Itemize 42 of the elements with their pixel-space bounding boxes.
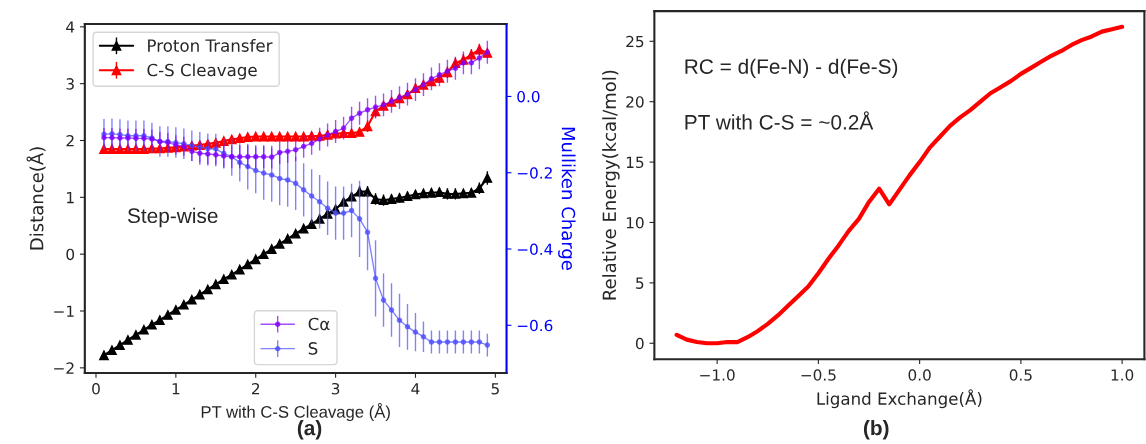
text: (a) [297, 420, 322, 440]
x-tick-label: −1.0 [700, 369, 735, 381]
x-tick-label: 4 [411, 383, 420, 395]
legend-label: S [308, 342, 318, 355]
x-tick-label: 0.5 [1009, 369, 1032, 381]
y-tick-label: 10 [626, 216, 644, 229]
y2-tick-label: −0.2 [517, 167, 552, 179]
x-axis-title: Ligand Exchange(Å) [817, 389, 982, 409]
y-tick-label: 1 [67, 192, 74, 204]
y-tick-label: −2 [54, 362, 74, 374]
y-tick-label: 3 [66, 78, 74, 90]
x-tick-label: 3 [331, 382, 340, 395]
y-tick-label: 20 [626, 96, 644, 108]
y-tick-label: 5 [636, 277, 644, 289]
x-tick-label: 0 [92, 382, 100, 395]
y-tick-label: 4 [66, 21, 75, 33]
y2-axis-title: Mulliken Charge [558, 127, 576, 270]
annotation: RC = d(Fe-N) - d(Fe-S) [685, 58, 898, 79]
x-axis-title: PT with C-S Cleavage (Å) [201, 403, 390, 422]
y2-tick-label: 0.0 [517, 90, 540, 103]
legend-label: C-S Cleavage [147, 63, 257, 80]
y-axis-title: Distance(Å) [26, 147, 46, 250]
x-tick-label: 5 [491, 383, 499, 395]
y-tick-label: 25 [626, 35, 644, 48]
legend-label: Cα [308, 317, 330, 331]
y-tick-label: 0 [66, 248, 75, 261]
x-tick-label: −0.5 [801, 369, 836, 381]
annotation: PT with C-S = ~0.2Å [685, 111, 874, 130]
y-tick-label: −1 [54, 305, 74, 317]
x-tick-label: 0.0 [908, 369, 931, 381]
x-tick-label: 1 [172, 383, 180, 395]
x-tick-label: 1.0 [1111, 369, 1134, 381]
y-tick-label: 2 [66, 134, 74, 147]
legend-label: Proton Transfer [148, 38, 273, 52]
text: (b) [863, 420, 889, 440]
y-tick-label: 15 [626, 156, 644, 169]
annotation: Step-wise [127, 207, 218, 228]
y2-tick-label: −0.6 [517, 319, 553, 332]
y-tick-label: 0 [635, 337, 644, 350]
y2-tick-label: −0.4 [517, 243, 553, 256]
x-tick-label: 2 [251, 382, 260, 395]
y-axis-title: Relative Energy(kcal/mol) [602, 70, 620, 300]
